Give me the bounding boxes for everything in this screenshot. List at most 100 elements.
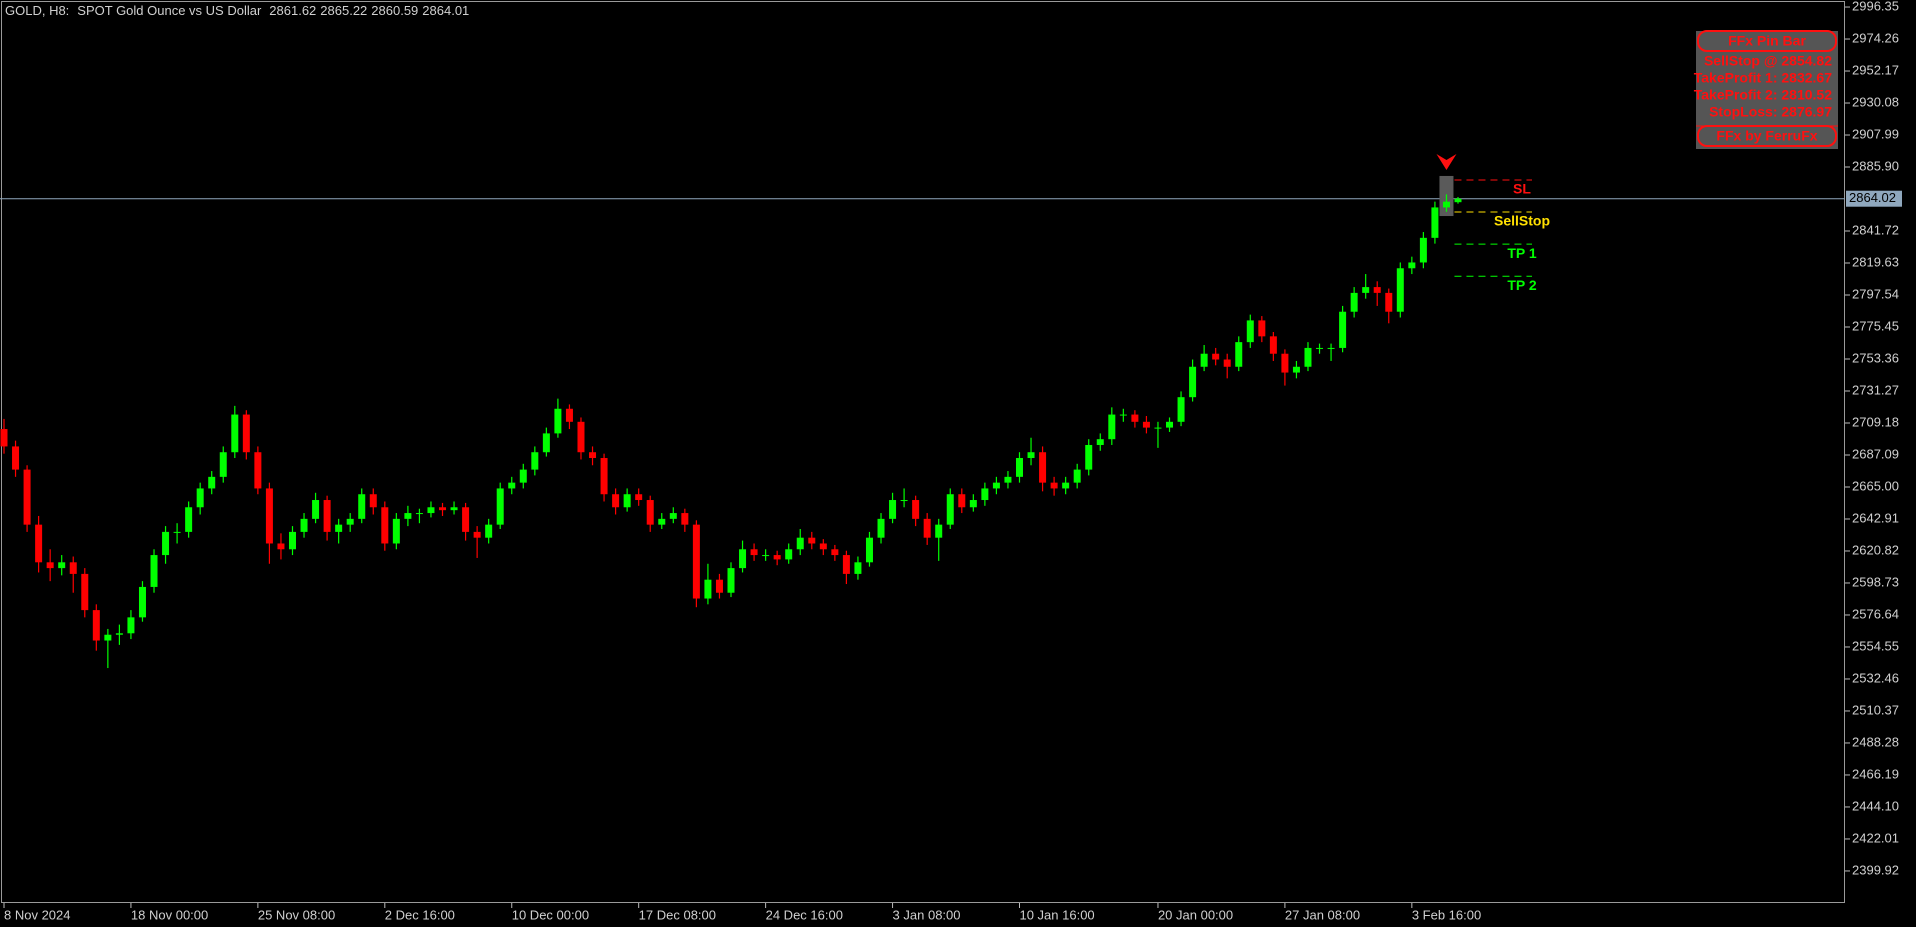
candle-body xyxy=(669,513,677,519)
y-tick-label: 2422.01 xyxy=(1852,830,1899,845)
y-tick-label: 2399.92 xyxy=(1852,862,1899,877)
candle-body xyxy=(300,518,308,532)
candle-body xyxy=(739,549,747,569)
candle-body xyxy=(92,610,100,641)
x-tick-label: 3 Feb 16:00 xyxy=(1412,907,1481,922)
candle-body xyxy=(1258,320,1266,337)
y-tick-label: 2797.54 xyxy=(1852,286,1899,301)
candle-body xyxy=(1108,414,1116,440)
header-part: GOLD, H8: xyxy=(5,3,69,18)
header-part: 2865.22 xyxy=(320,3,367,18)
candle-body xyxy=(1142,421,1150,428)
candle-body xyxy=(1177,397,1185,422)
candle-body xyxy=(323,500,331,532)
candle-body xyxy=(231,414,239,453)
candle-body xyxy=(473,531,481,538)
plot-frame xyxy=(1,1,1845,903)
y-tick-label: 2709.18 xyxy=(1852,414,1899,429)
candle-body xyxy=(404,513,412,519)
candle-body xyxy=(565,408,573,422)
y-tick-label: 2532.46 xyxy=(1852,670,1899,685)
x-tick-label: 10 Jan 16:00 xyxy=(1019,907,1094,922)
panel-line: TakeProfit 2: 2810.52 xyxy=(1694,87,1832,103)
candle-body xyxy=(1419,237,1427,263)
x-tick-label: 10 Dec 00:00 xyxy=(512,907,589,922)
candle-body xyxy=(0,429,8,447)
candle-body xyxy=(1027,452,1035,459)
candle-body xyxy=(1235,342,1243,367)
candle-body xyxy=(1200,353,1208,367)
panel-footer: FFx by FerruFx xyxy=(1716,128,1817,144)
candle-body xyxy=(1050,482,1058,489)
candle-body xyxy=(12,446,20,470)
y-tick-label: 2819.63 xyxy=(1852,254,1899,269)
candle-body xyxy=(415,513,423,515)
candle-body xyxy=(35,524,43,563)
candle-body xyxy=(1350,292,1358,312)
y-tick-label: 2753.36 xyxy=(1852,350,1899,365)
y-tick-label: 2885.90 xyxy=(1852,158,1899,173)
candle-body xyxy=(854,562,862,574)
info-panel: FFx Pin Bar SellStop @ 2854.82 TakeProfi… xyxy=(1694,30,1838,149)
x-tick-label: 3 Jan 08:00 xyxy=(893,907,961,922)
candle-body xyxy=(1408,262,1416,269)
level-label: SL xyxy=(1513,181,1531,197)
candle-body xyxy=(831,549,839,556)
candle-body xyxy=(1339,311,1347,348)
candle-body xyxy=(1085,444,1093,470)
y-tick-label: 2444.10 xyxy=(1852,798,1899,813)
y-tick-label: 2488.28 xyxy=(1852,734,1899,749)
candle-body xyxy=(900,500,908,502)
candle-body xyxy=(773,555,781,560)
candle-body xyxy=(623,494,631,508)
y-tick-label: 2930.08 xyxy=(1852,94,1899,109)
y-tick-label: 2510.37 xyxy=(1852,702,1899,717)
candle-body xyxy=(785,549,793,560)
x-tick-label: 17 Dec 08:00 xyxy=(639,907,716,922)
candle-body xyxy=(935,524,943,538)
candle-body xyxy=(1304,347,1312,367)
candle-body xyxy=(427,507,435,514)
candle-body xyxy=(692,524,700,599)
candle-body xyxy=(1292,366,1300,373)
candle-body xyxy=(635,494,643,501)
candle-body xyxy=(277,543,285,550)
candle-body xyxy=(1015,458,1023,477)
candle-body xyxy=(1316,347,1324,349)
panel-line: StopLoss: 2876.97 xyxy=(1709,104,1832,120)
x-tick-label: 20 Jan 00:00 xyxy=(1158,907,1233,922)
candle-body xyxy=(173,531,181,533)
candle-body xyxy=(1362,287,1370,293)
y-tick-label: 2466.19 xyxy=(1852,766,1899,781)
candle-body xyxy=(185,507,193,532)
candle-body xyxy=(1131,414,1139,422)
candle-body xyxy=(1373,287,1381,293)
candle-body xyxy=(1223,359,1231,367)
candle-body xyxy=(646,500,654,525)
candle-body xyxy=(542,433,550,453)
candle-body xyxy=(265,488,273,544)
header-part: 2864.01 xyxy=(422,3,469,18)
candle-body xyxy=(762,555,770,557)
candle-body xyxy=(877,518,885,538)
last-price-label: 2864.02 xyxy=(1849,190,1896,205)
header-part: 2861.62 xyxy=(269,3,316,18)
candle-body xyxy=(485,524,493,538)
candle-body xyxy=(1004,476,1012,483)
candle-body xyxy=(819,543,827,550)
candle-body xyxy=(69,562,77,574)
panel-line: SellStop @ 2854.82 xyxy=(1704,53,1832,69)
y-tick-label: 2554.55 xyxy=(1852,638,1899,653)
candle-body xyxy=(1073,469,1081,483)
candle-body xyxy=(1119,414,1127,416)
candle-body xyxy=(658,518,666,525)
candle-body xyxy=(1442,201,1450,208)
candle-body xyxy=(115,633,123,635)
panel-header-frame xyxy=(1697,30,1837,52)
y-tick-label: 2996.35 xyxy=(1852,0,1899,13)
candle-body xyxy=(392,518,400,544)
candle-body xyxy=(715,579,723,593)
chart-header: GOLD, H8: SPOT Gold Ounce vs US Dollar 286… xyxy=(5,3,469,18)
candle-body xyxy=(46,562,54,569)
candle-body xyxy=(1281,353,1289,373)
